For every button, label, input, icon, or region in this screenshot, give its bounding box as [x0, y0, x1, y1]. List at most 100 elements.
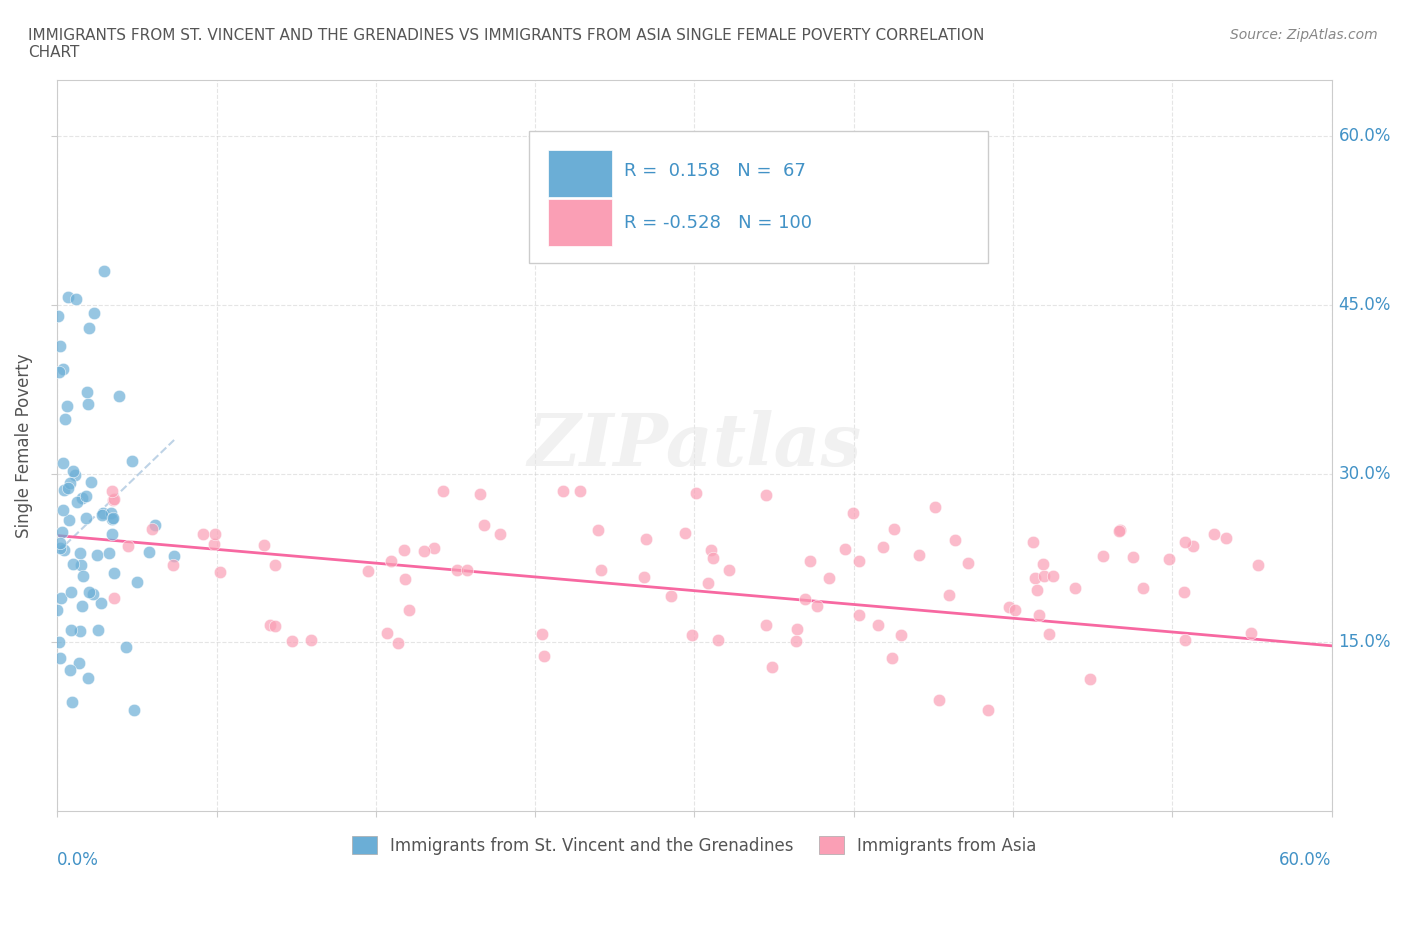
Point [75, 511, 97, 525]
Point [1004, 603, 1026, 618]
Point [1078, 671, 1101, 686]
Point [58, 475, 80, 490]
Point [957, 555, 980, 570]
Point [55, 398, 77, 413]
Point [72, 568, 94, 583]
Point [138, 545, 160, 560]
Point [1032, 568, 1054, 583]
Point [806, 599, 828, 614]
Point [209, 565, 232, 579]
Point [259, 618, 281, 632]
Point [69, 557, 91, 572]
Point [101, 484, 124, 498]
Point [673, 525, 696, 540]
Point [46, 309, 69, 324]
Point [380, 554, 402, 569]
Point [70, 598, 93, 613]
Point [685, 486, 707, 501]
Point [889, 628, 911, 643]
Point [49, 339, 72, 353]
Point [696, 576, 718, 591]
Point [702, 551, 724, 565]
Text: 15.0%: 15.0% [1339, 633, 1391, 651]
Point [281, 633, 304, 648]
Point [717, 563, 740, 578]
Text: 60.0%: 60.0% [1279, 851, 1331, 870]
Text: 45.0%: 45.0% [1339, 296, 1391, 314]
Point [202, 537, 225, 551]
Point [834, 541, 856, 556]
Point [1122, 550, 1144, 565]
Point [1108, 524, 1130, 538]
Point [51, 455, 73, 470]
Point [568, 484, 591, 498]
Point [1157, 551, 1180, 566]
Point [67, 655, 90, 670]
Point [100, 505, 122, 520]
FancyBboxPatch shape [548, 198, 612, 246]
Point [79, 320, 101, 335]
Point [103, 565, 125, 580]
Point [908, 548, 931, 563]
Point [143, 517, 166, 532]
Point [1132, 580, 1154, 595]
Point [125, 574, 148, 589]
Point [103, 491, 125, 506]
Point [69, 624, 91, 639]
Point [924, 500, 946, 515]
Point [83, 305, 105, 320]
Point [101, 512, 124, 526]
Point [591, 563, 613, 578]
Point [392, 543, 415, 558]
Point [531, 626, 554, 641]
Point [191, 526, 214, 541]
Point [66, 495, 89, 510]
Point [446, 563, 468, 578]
Point [55, 412, 77, 427]
Point [422, 541, 444, 556]
Point [872, 539, 894, 554]
Point [62, 464, 84, 479]
Point [799, 553, 821, 568]
Point [101, 511, 124, 525]
Point [868, 618, 890, 632]
Point [489, 526, 512, 541]
Point [398, 603, 420, 618]
Point [848, 607, 870, 622]
Point [53, 543, 76, 558]
Point [52, 503, 75, 518]
Point [49, 591, 72, 605]
Point [58, 289, 80, 304]
Point [46, 603, 69, 618]
Text: R = -0.528   N = 100: R = -0.528 N = 100 [624, 214, 813, 232]
Point [117, 538, 139, 553]
Point [1064, 580, 1087, 595]
Point [706, 632, 728, 647]
Point [394, 571, 416, 586]
Point [1174, 535, 1197, 550]
Point [356, 564, 378, 578]
Point [412, 544, 434, 559]
Legend: Immigrants from St. Vincent and the Grenadines, Immigrants from Asia: Immigrants from St. Vincent and the Gren… [346, 830, 1043, 861]
Point [755, 618, 778, 632]
Point [162, 558, 184, 573]
Point [101, 493, 124, 508]
Point [91, 505, 114, 520]
Point [1240, 625, 1263, 640]
Point [1181, 538, 1204, 553]
Point [141, 522, 163, 537]
Text: 60.0%: 60.0% [1339, 127, 1391, 145]
Point [977, 702, 1000, 717]
Point [59, 663, 82, 678]
Point [883, 522, 905, 537]
Point [103, 591, 125, 605]
Point [1022, 534, 1045, 549]
Point [533, 648, 555, 663]
Point [785, 634, 807, 649]
Point [70, 490, 93, 505]
Point [75, 489, 97, 504]
Point [472, 518, 495, 533]
FancyBboxPatch shape [529, 131, 987, 263]
Point [65, 468, 87, 483]
Point [62, 556, 84, 571]
